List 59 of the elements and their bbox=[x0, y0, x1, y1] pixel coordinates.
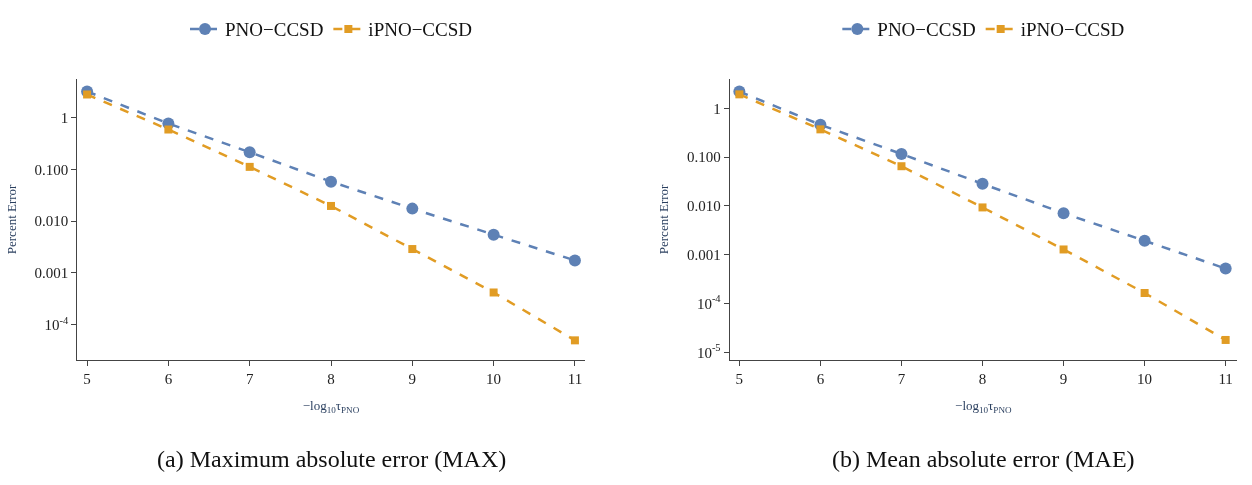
y-tick-label: 1 bbox=[713, 100, 721, 117]
y-tick-label: 0.001 bbox=[686, 246, 721, 263]
legend-label: iPNO−CCSD bbox=[368, 19, 472, 41]
x-tick-label: 8 bbox=[978, 370, 987, 387]
y-axis-title: Percent Error bbox=[655, 183, 671, 255]
point bbox=[243, 146, 256, 159]
point bbox=[1140, 289, 1149, 298]
y-tick-label: 10$^{-4}$ bbox=[696, 293, 722, 312]
point bbox=[570, 336, 579, 345]
x-tick-label: 10 bbox=[1137, 370, 1153, 387]
point bbox=[1221, 335, 1230, 344]
y-tick-label: 1 bbox=[60, 109, 69, 126]
y-tick-label: 0.001 bbox=[34, 265, 69, 282]
y-tick-label: 0.100 bbox=[34, 161, 69, 178]
x-tick-label: 8 bbox=[327, 370, 335, 387]
y-tick-label: 10$^{-5}$ bbox=[696, 342, 721, 361]
point bbox=[1219, 262, 1232, 275]
point bbox=[978, 203, 987, 212]
x-axis-title: −log$_{10}$τ$_{PNO}$ bbox=[955, 398, 1012, 416]
point bbox=[1138, 234, 1151, 247]
x-tick-label: 10 bbox=[486, 370, 502, 387]
y-axis-title: Percent Error bbox=[3, 183, 19, 255]
x-tick-label: 7 bbox=[245, 370, 254, 387]
point bbox=[245, 162, 254, 171]
y-tick-label: 10$^{-4}$ bbox=[44, 314, 70, 334]
point bbox=[1057, 207, 1070, 220]
point bbox=[489, 288, 498, 297]
point bbox=[408, 245, 417, 254]
point bbox=[406, 202, 419, 215]
legend-label: iPNO−CCSD bbox=[1020, 19, 1125, 41]
text: (a) Maximum absolute error (MAX) bbox=[157, 446, 507, 472]
point bbox=[816, 125, 825, 134]
x-tick-label: 7 bbox=[897, 370, 906, 387]
point bbox=[895, 147, 908, 160]
x-tick-label: 11 bbox=[567, 370, 583, 387]
point bbox=[83, 90, 92, 99]
x-tick-label: 6 bbox=[164, 370, 173, 387]
point bbox=[568, 254, 581, 267]
y-tick-label: 0.010 bbox=[34, 213, 69, 230]
point bbox=[487, 228, 500, 241]
text: (b) Mean absolute error (MAE) bbox=[832, 446, 1135, 472]
point bbox=[1059, 245, 1068, 254]
x-tick-label: 9 bbox=[408, 370, 417, 387]
point bbox=[327, 201, 335, 210]
point bbox=[897, 162, 906, 171]
x-axis-title: −log$_{10}$τ$_{PNO}$ bbox=[302, 398, 360, 416]
legend-label: PNO−CCSD bbox=[877, 19, 976, 41]
x-tick-label: 5 bbox=[735, 370, 744, 387]
x-tick-label: 6 bbox=[816, 370, 825, 387]
x-tick-label: 11 bbox=[1218, 370, 1233, 387]
legend-label: PNO−CCSD bbox=[225, 19, 324, 41]
x-tick-label: 5 bbox=[83, 370, 91, 387]
y-tick-label: 0.100 bbox=[686, 149, 721, 166]
point bbox=[735, 90, 744, 99]
point bbox=[164, 125, 173, 134]
point bbox=[976, 177, 989, 190]
point bbox=[325, 175, 337, 188]
y-tick-label: 0.010 bbox=[686, 198, 721, 215]
x-tick-label: 9 bbox=[1059, 370, 1068, 387]
